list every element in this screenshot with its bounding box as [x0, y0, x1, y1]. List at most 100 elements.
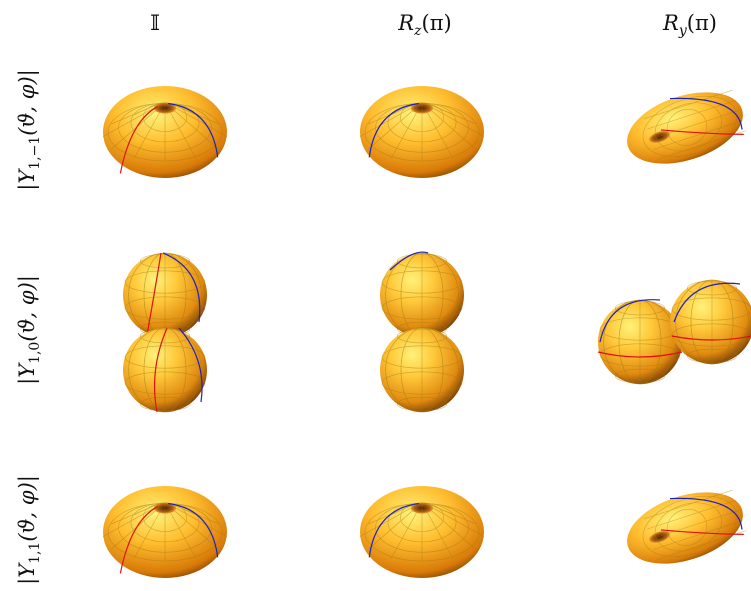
latitude-line [397, 396, 447, 412]
red-meridian [671, 335, 751, 341]
torus-meridian-line [359, 107, 411, 137]
row-header-m-1-arg: (ϑ, φ)| [15, 475, 40, 542]
latitude-line [615, 368, 665, 384]
latitude-line [124, 371, 206, 395]
lobe-sphere [598, 300, 682, 384]
row-header-m-1: |Y1,1(ϑ, φ)| [15, 475, 43, 585]
latitude-line [671, 323, 751, 347]
red-meridian [153, 327, 168, 413]
lobe-mesh [381, 327, 463, 413]
column-header-ry-base: R [662, 11, 679, 35]
torus-meridian-line [431, 105, 476, 125]
torus-meridian-line [433, 507, 485, 537]
plot-m0-ry [597, 279, 751, 385]
latitude-line [381, 371, 463, 395]
torus-mesh [359, 102, 485, 162]
red-meridian [660, 529, 744, 535]
latitude-line [671, 297, 751, 321]
torus-meridian-line [170, 512, 197, 559]
row-header-m-minus-1-arg: (ϑ, φ)| [15, 69, 40, 136]
latitude-line [124, 270, 206, 294]
blue-meridian [162, 252, 201, 323]
longitude-line [675, 279, 749, 365]
torus-meridian-line [111, 510, 156, 550]
torus-meridian-line [644, 489, 733, 520]
torus-hole [649, 131, 670, 143]
red-meridian [119, 106, 158, 174]
torus-meridian-line [433, 107, 485, 137]
latitude-line [124, 345, 206, 369]
latitude-line [687, 348, 737, 364]
torus-meridian-line [176, 107, 228, 137]
blue-meridian [673, 282, 741, 323]
torus-meridian-line [650, 110, 740, 140]
lobe-mesh [124, 327, 206, 413]
torus-meridian-line [657, 130, 746, 160]
column-header-ry-sub: y [678, 23, 688, 39]
column-header-ry: Ry(π) [662, 11, 717, 39]
torus-meridian-line [368, 510, 413, 550]
plot-m1-ry [627, 489, 746, 564]
torus-hole [649, 531, 670, 543]
torus-meridian-line [102, 507, 154, 537]
torus-meridian-line [170, 112, 197, 159]
row-header-m-0: |Y1,0(ϑ, φ)| [15, 275, 43, 385]
torus-mesh [359, 502, 485, 562]
blue-meridian [178, 327, 203, 403]
blue-meridian [669, 97, 743, 130]
torus-meridian-line [359, 507, 411, 537]
row-header-m-1-sub: 1,1 [27, 542, 43, 564]
red-meridian [119, 506, 158, 574]
red-meridian [146, 252, 162, 336]
plot-m0-identity [123, 252, 207, 413]
torus-mesh [102, 502, 228, 562]
lobe-sphere [380, 253, 464, 337]
column-header-rz: Rz(π) [397, 11, 451, 39]
torus-meridian-line [174, 110, 219, 150]
torus-meridian-line [653, 520, 743, 550]
plot-m-1-rz [359, 86, 485, 178]
latitude-line [381, 345, 463, 369]
torus-meridian-line [133, 503, 160, 515]
lobe-sphere [670, 280, 751, 364]
latitude-line [124, 296, 206, 320]
latitude-line [687, 280, 737, 296]
latitude-line [381, 296, 463, 320]
red-meridian [597, 351, 683, 358]
torus-mesh [102, 102, 228, 162]
blue-meridian [168, 502, 219, 558]
torus-meridian-line [657, 530, 746, 560]
red-meridian [660, 129, 744, 135]
torus-meridian-line [111, 110, 156, 150]
lobe-sphere [380, 328, 464, 412]
blue-meridian [599, 299, 661, 343]
torus-meridian-line [176, 507, 228, 537]
row-header-m-0-arg: (ϑ, φ)| [15, 275, 40, 342]
row-header-m-minus-1-base: |Y [15, 168, 40, 191]
torus-meridian-line [174, 510, 219, 550]
row-header-m-minus-1-sub: 1,−1 [27, 136, 43, 170]
blue-meridian [368, 502, 419, 558]
row-header-m-1-base: |Y [15, 562, 40, 585]
longitude-line [128, 327, 202, 413]
row-header-m-0-base: |Y [15, 362, 40, 385]
blue-meridian [389, 251, 429, 271]
longitude-line [385, 327, 459, 413]
column-header-ry-arg: (π) [687, 11, 717, 35]
torus-meridian-line [644, 89, 733, 120]
torus-meridian-line [653, 120, 743, 150]
blue-meridian [669, 497, 743, 530]
torus-meridian-line [427, 512, 454, 559]
plot-m-1-identity [102, 86, 228, 178]
torus-meridian-line [133, 103, 160, 115]
column-header-identity: 𝕀 [150, 11, 160, 35]
latitude-line [381, 270, 463, 294]
latitude-line [397, 328, 447, 344]
plot-m0-rz [380, 251, 464, 413]
column-header-rz-sub: z [413, 23, 422, 39]
lobe-mesh [671, 279, 751, 365]
latitude-line [140, 328, 190, 344]
torus-mesh [642, 89, 746, 160]
torus-meridian-line [431, 110, 476, 150]
